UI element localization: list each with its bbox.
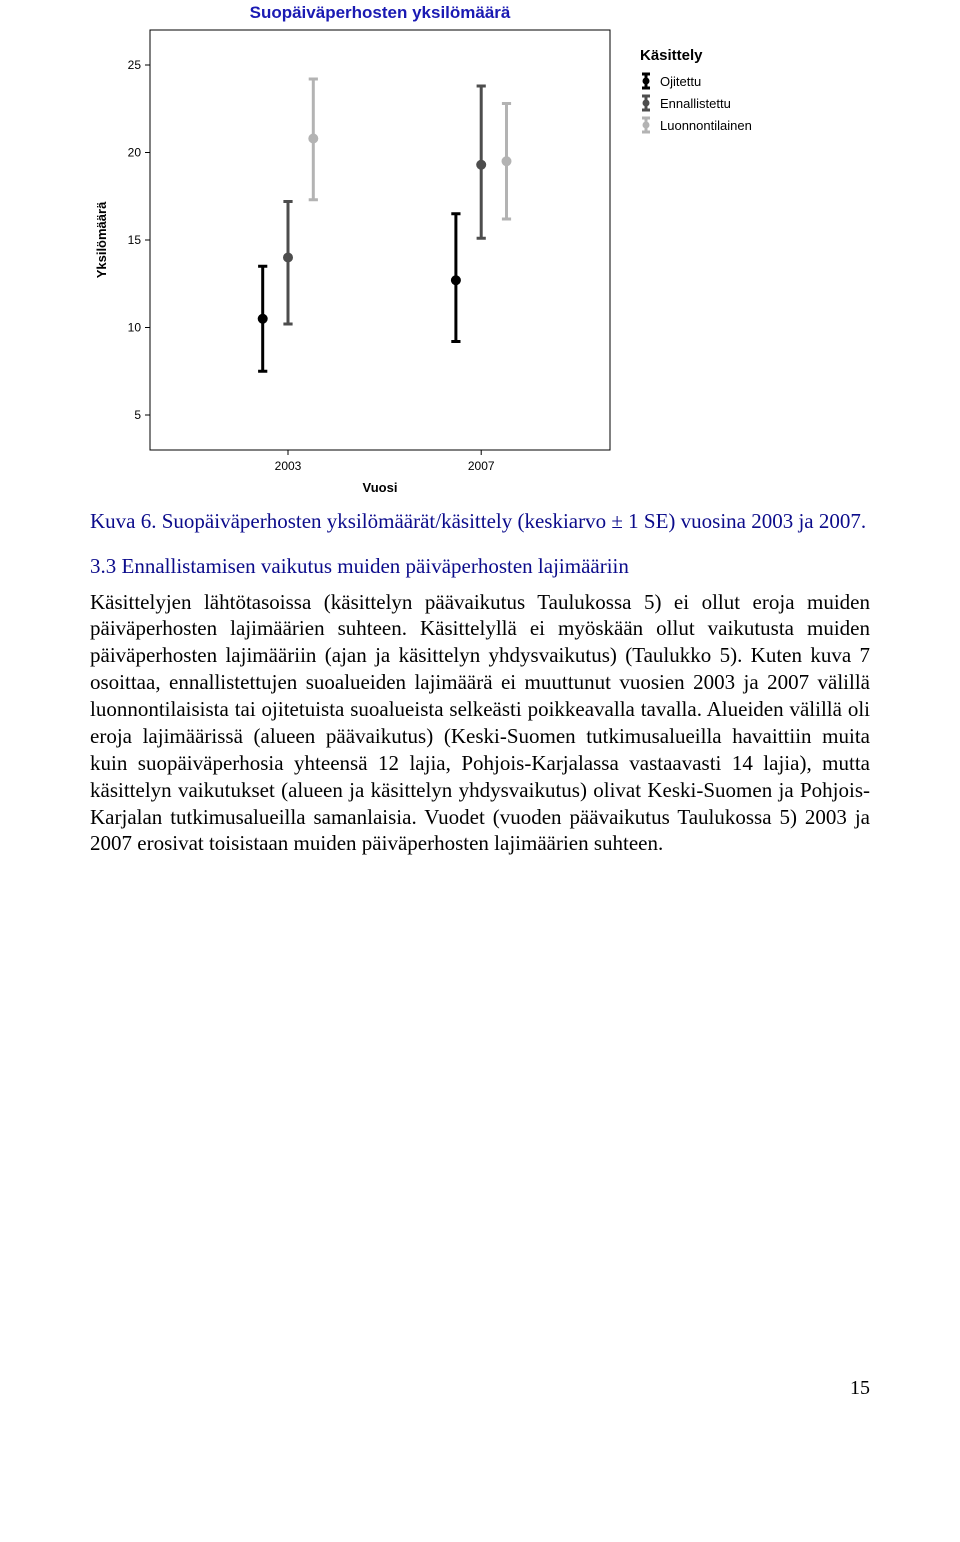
svg-text:Suopäiväperhosten yksilömäärä: Suopäiväperhosten yksilömäärä [250,3,511,22]
svg-text:2003: 2003 [275,459,302,473]
errorbar-chart: Suopäiväperhosten yksilömäärä 5 10 15 20 25 20… [90,0,870,500]
figure-caption: Kuva 6. Suopäiväperhosten yksilömäärät/k… [90,508,870,535]
svg-text:15: 15 [128,233,142,247]
svg-text:20: 20 [128,146,142,160]
svg-text:Ojitettu: Ojitettu [660,74,701,89]
svg-text:25: 25 [128,58,142,72]
page-number: 15 [90,1377,870,1400]
body-paragraph: Käsittelyjen lähtötasoissa (käsittelyn p… [90,589,870,858]
section-heading: 3.3 Ennallistamisen vaikutus muiden päiv… [90,553,870,580]
chart-container: Suopäiväperhosten yksilömäärä 5 10 15 20 25 20… [90,0,870,500]
svg-text:2007: 2007 [468,459,495,473]
svg-text:Vuosi: Vuosi [363,480,398,495]
svg-text:Käsittely: Käsittely [640,47,703,64]
svg-text:5: 5 [134,408,141,422]
svg-text:Ennallistettu: Ennallistettu [660,96,731,111]
svg-text:Yksilömäärä: Yksilömäärä [94,201,109,278]
svg-text:10: 10 [128,321,142,335]
svg-text:Luonnontilainen: Luonnontilainen [660,118,752,133]
